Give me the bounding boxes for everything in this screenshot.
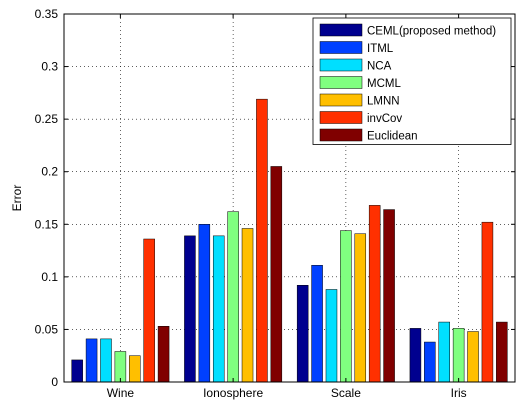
plot-frame	[63, 13, 516, 383]
bar-mcml-scale	[340, 230, 352, 383]
bar-itml-wine	[85, 338, 98, 383]
y-tick-label: 0	[51, 375, 58, 389]
legend-label: NCA	[367, 61, 392, 73]
y-axis-label: Error	[10, 185, 24, 212]
axis-ticks: 0 0.05 0.1 0.15 0.2 0.25 0.3 0.35 Wine Ionosphere…	[35, 7, 515, 400]
bar-lmnn-scale	[354, 233, 367, 383]
bar-invcov-ionosphere	[256, 98, 268, 383]
bar-invcov-scale	[368, 205, 381, 383]
legend-label: MCML	[367, 78, 401, 90]
bar-invcov-wine	[143, 238, 155, 383]
y-tick-label: 0.2	[41, 165, 58, 179]
bar-euclidean-ionosphere	[270, 166, 283, 383]
bar-ceml-proposed-method--wine	[71, 359, 83, 383]
legend-label: LMNN	[367, 96, 400, 108]
bar-lmnn-iris	[467, 331, 479, 383]
bar-ceml-proposed-method--ionosphere	[184, 235, 196, 383]
legend: CEML(proposed method) ITML NCA MCML LMNN invC…	[312, 17, 512, 145]
x-tick-label: Scale	[331, 386, 361, 400]
bar-ceml-proposed-method--scale	[296, 285, 309, 383]
legend-swatch	[319, 23, 363, 37]
bar-nca-iris	[438, 321, 450, 383]
bar-nca-wine	[100, 338, 112, 383]
legend-label: invCov	[367, 113, 402, 125]
bar-itml-ionosphere	[198, 224, 211, 383]
legend-swatch	[319, 58, 363, 72]
y-tick-label: 0.1	[41, 270, 58, 284]
x-tick-label: Wine	[107, 386, 135, 400]
bar-invcov-iris	[481, 221, 494, 383]
legend-label: ITML	[367, 43, 394, 55]
legend-swatch	[319, 111, 363, 124]
legend-label: Euclidean	[367, 131, 418, 143]
x-tick-label: Iris	[451, 386, 467, 400]
legend-label: CEML(proposed method)	[367, 26, 496, 38]
y-tick-label: 0.15	[35, 217, 59, 231]
bar-euclidean-iris	[496, 321, 508, 383]
bar-mcml-wine	[114, 351, 127, 383]
bar-euclidean-wine	[157, 326, 170, 383]
bar-mcml-ionosphere	[227, 211, 239, 383]
legend-swatch	[319, 93, 363, 107]
y-tick-label: 0.05	[35, 322, 59, 336]
bar-lmnn-wine	[129, 355, 141, 383]
legend-swatch	[319, 76, 363, 89]
x-tick-label: Ionosphere	[203, 386, 263, 400]
bar-itml-iris	[424, 341, 436, 383]
bar-ceml-proposed-method--iris	[409, 328, 422, 383]
y-tick-label: 0.25	[35, 112, 59, 126]
bar-itml-scale	[311, 265, 323, 383]
bar-lmnn-ionosphere	[241, 228, 254, 383]
legend-swatch	[319, 41, 363, 54]
y-tick-label: 0.35	[35, 7, 59, 21]
legend-swatch	[319, 128, 363, 142]
bar-euclidean-scale	[383, 209, 395, 383]
bar-mcml-iris	[452, 328, 465, 383]
bar-nca-ionosphere	[212, 235, 225, 383]
grid-lines	[64, 14, 515, 382]
bar-nca-scale	[325, 289, 338, 383]
y-tick-label: 0.3	[41, 60, 58, 74]
